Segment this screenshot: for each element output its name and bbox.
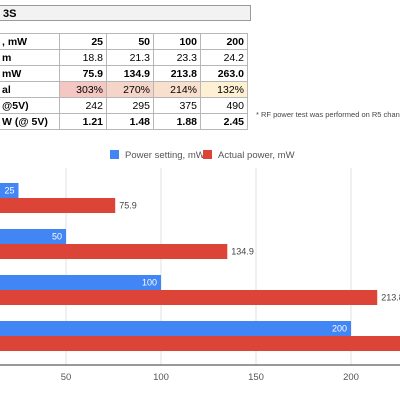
footnote: * RF power test was performed on R5 chan… [256, 110, 400, 119]
bar-label-actual-power: 75.9 [119, 201, 137, 211]
table-cell[interactable]: 24.2 [200, 49, 248, 66]
bar-actual-power [0, 198, 116, 213]
legend-label: Actual power, mW [218, 150, 295, 161]
table-cell[interactable]: 1.48 [106, 113, 154, 130]
table-cell[interactable]: 18.8 [59, 49, 107, 66]
table-cell[interactable]: 375 [153, 97, 201, 114]
table-cell[interactable]: 1.21 [59, 113, 107, 130]
sheet-title-cell[interactable]: 3S [0, 5, 251, 21]
table-cell[interactable]: 263.0 [200, 65, 248, 82]
bar-chart: Power setting, mW Actual power, mW 50 100 15… [0, 150, 400, 383]
x-tick-label: 150 [248, 372, 264, 383]
bar-actual-power [0, 290, 378, 305]
table-cell[interactable]: 242 [59, 97, 107, 114]
table-cell[interactable]: 23.3 [153, 49, 201, 66]
bar-label-actual-power: 134.9 [231, 247, 254, 257]
table-cell[interactable]: 1.88 [153, 113, 201, 130]
bar-label-actual-power: 213.8 [381, 293, 400, 303]
table-row: @5V) 242 295 375 490 [0, 97, 248, 114]
table-cell[interactable]: 2.45 [200, 113, 248, 130]
row-label-cell[interactable]: W (@ 5V) [0, 113, 60, 130]
row-label-cell[interactable]: @5V) [0, 97, 60, 114]
header-cell-100[interactable]: 100 [153, 33, 201, 50]
bar-label-power-setting: 50 [52, 232, 62, 242]
bar-power-setting [0, 275, 161, 290]
header-row: , mW 25 50 100 200 [0, 33, 248, 50]
bar-power-setting [0, 183, 19, 198]
table-row: m 18.8 21.3 23.3 24.2 [0, 49, 248, 66]
legend-swatch [203, 150, 212, 159]
legend-label: Power setting, mW [125, 150, 205, 161]
legend-swatch [110, 150, 119, 159]
table-cell[interactable]: 295 [106, 97, 154, 114]
header-cell-200[interactable]: 200 [200, 33, 248, 50]
row-label-cell[interactable]: al [0, 81, 60, 98]
table-cell[interactable]: 214% [153, 81, 201, 98]
table-cell[interactable]: 132% [200, 81, 248, 98]
header-cell-25[interactable]: 25 [59, 33, 107, 50]
bar-label-power-setting: 25 [4, 186, 14, 196]
x-tick-label: 100 [153, 372, 169, 383]
bar-actual-power [0, 244, 228, 259]
row-label-cell[interactable]: mW [0, 65, 60, 82]
header-label-cell[interactable]: , mW [0, 33, 60, 50]
table-cell[interactable]: 270% [106, 81, 154, 98]
table-cell[interactable]: 303% [59, 81, 107, 98]
table-row: al 303% 270% 214% 132% [0, 81, 248, 98]
bar-actual-power [0, 336, 400, 351]
table-cell[interactable]: 21.3 [106, 49, 154, 66]
table-cell[interactable]: 213.8 [153, 65, 201, 82]
header-cell-50[interactable]: 50 [106, 33, 154, 50]
x-tick-label: 200 [343, 372, 359, 383]
bar-label-power-setting: 200 [332, 324, 347, 334]
table-cell[interactable]: 75.9 [59, 65, 107, 82]
table-row: mW 75.9 134.9 213.8 263.0 [0, 65, 248, 82]
bar-label-power-setting: 100 [142, 278, 157, 288]
table-row: W (@ 5V) 1.21 1.48 1.88 2.45 [0, 113, 248, 130]
sheet-title: 3S [3, 8, 17, 20]
table-cell[interactable]: 134.9 [106, 65, 154, 82]
row-label-cell[interactable]: m [0, 49, 60, 66]
data-table: , mW 25 50 100 200 m 18.8 21.3 23.3 24.2 mW 75.9 134… [0, 33, 248, 130]
table-cell[interactable]: 490 [200, 97, 248, 114]
x-tick-label: 50 [61, 372, 72, 383]
bar-power-setting [0, 229, 66, 244]
bar-power-setting [0, 321, 351, 336]
